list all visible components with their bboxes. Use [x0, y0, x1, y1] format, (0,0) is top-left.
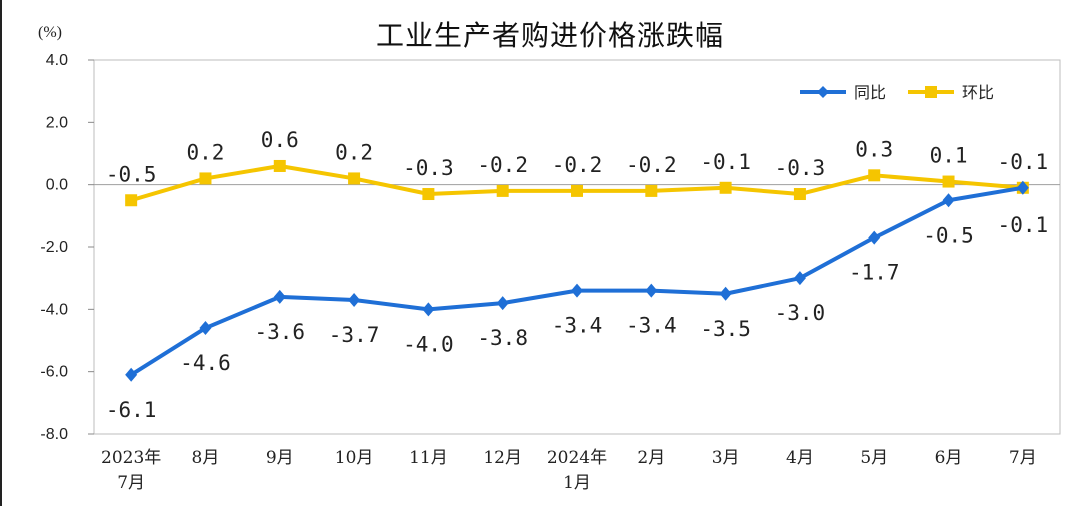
tongbi-point — [496, 296, 509, 311]
tongbi-data-label: -3.8 — [477, 326, 528, 350]
tongbi-data-label: -3.4 — [552, 314, 603, 338]
chart-title: 工业生产者购进价格涨跌幅 — [375, 19, 724, 52]
huanbi-data-label: 0.1 — [930, 144, 968, 168]
tongbi-data-label: -4.0 — [403, 332, 454, 356]
tongbi-point — [199, 321, 212, 336]
legend-tongbi-label: 同比 — [854, 83, 886, 102]
huanbi-point — [868, 169, 881, 182]
y-tick-label: -8.0 — [40, 426, 68, 443]
x-tick-label: 9月 — [266, 448, 294, 468]
huanbi-data-label: -0.1 — [700, 150, 751, 174]
y-tick-label: 0.0 — [46, 177, 68, 194]
huanbi-data-label: -0.1 — [998, 150, 1049, 174]
tongbi-data-label: -3.0 — [775, 301, 826, 325]
y-tick-label: 2.0 — [46, 114, 68, 131]
huanbi-data-label: 0.3 — [855, 137, 893, 161]
huanbi-point — [273, 159, 286, 172]
huanbi-point — [422, 188, 435, 201]
tongbi-data-label: -0.1 — [998, 213, 1049, 237]
huanbi-point — [571, 184, 583, 197]
left-border — [0, 0, 2, 506]
huanbi-point — [125, 194, 138, 207]
tongbi-point — [1016, 180, 1029, 195]
huanbi-data-label: 0.2 — [335, 140, 373, 164]
huanbi-data-label: -0.5 — [106, 162, 157, 186]
plot-area — [93, 59, 1061, 435]
y-tick-label: -4.0 — [40, 301, 68, 318]
y-tick-label: 4.0 — [46, 52, 68, 69]
x-tick-label: 1月 — [563, 473, 591, 493]
tongbi-data-label: -6.1 — [106, 398, 157, 422]
y-unit-label: (%) — [38, 24, 62, 41]
tongbi-point — [571, 283, 583, 298]
x-tick-label: 11月 — [409, 448, 448, 468]
huanbi-point — [496, 184, 509, 197]
huanbi-data-label: -0.2 — [552, 153, 603, 177]
tongbi-point — [273, 289, 286, 304]
tongbi-data-label: -1.7 — [849, 261, 900, 285]
tongbi-point — [793, 271, 806, 286]
huanbi-data-label: 0.6 — [261, 128, 299, 152]
huanbi-point — [793, 188, 806, 201]
huanbi-point — [348, 172, 361, 185]
y-tick-label: -6.0 — [40, 364, 68, 381]
x-tick-label: 2023年 — [101, 448, 161, 468]
x-tick-label: 4月 — [786, 448, 814, 468]
tongbi-data-label: -0.5 — [923, 223, 974, 247]
legend-tongbi-marker — [817, 86, 829, 98]
x-tick-label: 12月 — [483, 448, 522, 468]
x-tick-label: 2月 — [637, 448, 665, 468]
tongbi-point — [348, 292, 361, 307]
legend-huanbi-label: 环比 — [962, 83, 994, 102]
huanbi-data-label: -0.3 — [775, 156, 826, 180]
tongbi-data-label: -3.7 — [329, 323, 380, 347]
x-tick-label: 6月 — [935, 448, 963, 468]
huanbi-data-label: -0.2 — [477, 153, 528, 177]
tongbi-point — [868, 230, 881, 245]
tongbi-data-label: -3.6 — [254, 320, 305, 344]
huanbi-point — [199, 172, 212, 185]
x-tick-label: 7月 — [1009, 448, 1037, 468]
x-tick-label: 8月 — [192, 448, 220, 468]
huanbi-data-label: -0.2 — [626, 153, 677, 177]
huanbi-point — [645, 184, 658, 197]
tongbi-data-label: -4.6 — [180, 351, 231, 375]
huanbi-point — [942, 175, 955, 188]
tongbi-data-label: -3.4 — [626, 314, 677, 338]
tongbi-data-label: -3.5 — [700, 317, 751, 341]
tongbi-point — [125, 367, 138, 382]
tongbi-point — [645, 283, 658, 298]
x-tick-label: 2024年 — [547, 448, 607, 468]
x-tick-label: 7月 — [117, 473, 145, 493]
huanbi-data-label: 0.2 — [186, 140, 224, 164]
y-tick-label: -2.0 — [40, 239, 68, 256]
x-tick-label: 10月 — [335, 448, 374, 468]
x-tick-label: 3月 — [712, 448, 740, 468]
x-tick-label: 5月 — [860, 448, 888, 468]
huanbi-data-label: -0.3 — [403, 156, 454, 180]
tongbi-point — [942, 193, 955, 208]
tongbi-point — [422, 302, 435, 317]
tongbi-point — [719, 286, 732, 301]
legend-huanbi-marker — [925, 86, 937, 98]
huanbi-point — [719, 181, 732, 194]
